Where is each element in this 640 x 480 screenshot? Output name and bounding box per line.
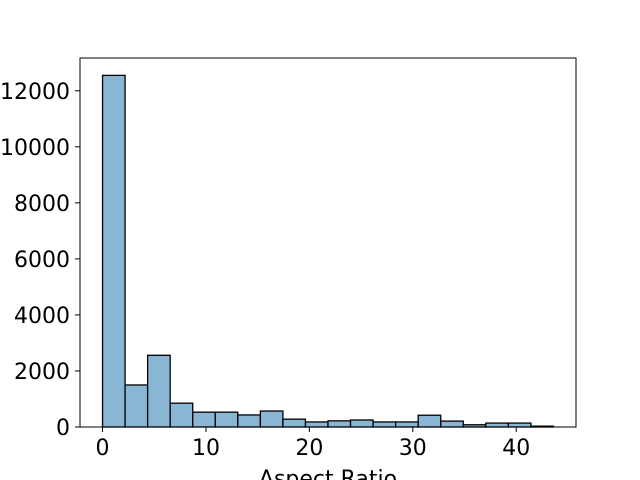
histogram-bar xyxy=(237,414,262,428)
histogram-bar xyxy=(440,420,464,428)
histogram-bar xyxy=(169,402,194,428)
x-tick-label: 20 xyxy=(295,436,323,461)
y-tick-label: 2000 xyxy=(14,360,70,385)
histogram-bar xyxy=(259,410,284,428)
x-tick-label: 30 xyxy=(399,436,427,461)
x-axis-ticks: 0 10 20 30 40 xyxy=(96,427,530,461)
histogram-bar xyxy=(417,414,442,428)
histogram-bar xyxy=(192,411,216,428)
histogram-bar xyxy=(394,421,419,428)
x-axis-label: Aspect Ratio xyxy=(259,467,397,480)
histogram-bar xyxy=(146,354,171,428)
histogram-bar xyxy=(124,384,149,428)
plot-frame xyxy=(79,57,577,428)
histogram-bar xyxy=(282,418,307,428)
y-tick-label: 6000 xyxy=(14,248,70,273)
histogram-bar xyxy=(507,422,532,428)
y-tick-label: 12000 xyxy=(0,80,70,105)
x-tick-label: 0 xyxy=(96,436,110,461)
y-tick-label: 8000 xyxy=(14,192,70,217)
histogram-bar xyxy=(304,421,329,428)
histogram-bar xyxy=(485,422,510,428)
histogram-bars xyxy=(101,74,555,428)
histogram-bar xyxy=(372,421,397,428)
y-tick-label: 0 xyxy=(56,416,70,441)
x-tick-label: 10 xyxy=(192,436,220,461)
y-tick-label: 4000 xyxy=(14,304,70,329)
histogram-bar xyxy=(101,74,126,428)
y-axis-ticks: 0 2000 4000 6000 8000 10000 12000 xyxy=(0,80,80,441)
x-tick-label: 40 xyxy=(502,436,530,461)
y-tick-label: 10000 xyxy=(0,136,70,161)
histogram-bar xyxy=(327,420,352,428)
histogram-bar xyxy=(214,411,239,428)
histogram-bar xyxy=(349,419,374,428)
